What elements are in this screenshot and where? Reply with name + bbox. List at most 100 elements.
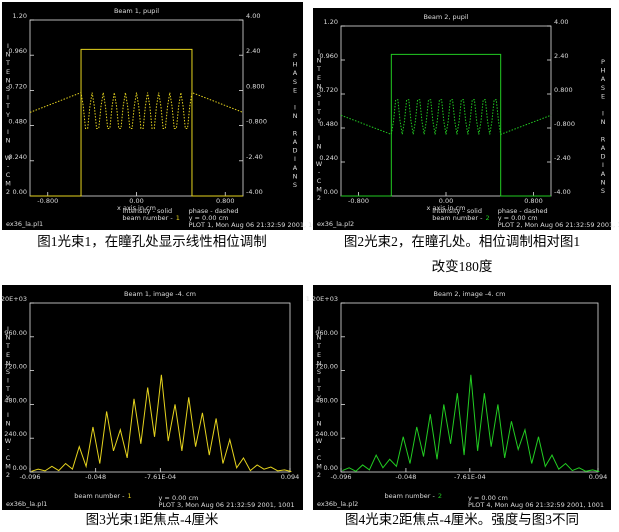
y-tick-label: 1.20 — [13, 12, 27, 20]
x-tick-label: -7.61E-04 — [454, 473, 486, 481]
y-tick-label: 0.480 — [319, 120, 338, 128]
caption: 改变180度 — [432, 259, 493, 274]
y2-tick-label: 2.40 — [554, 52, 568, 60]
panel-background — [313, 285, 611, 510]
panel-background — [2, 285, 303, 510]
x-tick-label: -0.800 — [348, 197, 369, 205]
y-axis-label: INTENSITY IN W-CM2 — [4, 42, 12, 197]
plot-stamp: PLOT 1, Mon Aug 06 21:32:59 2001, 1001 — [189, 221, 325, 229]
y-tick-label: 0.720 — [8, 82, 27, 90]
x-axis-label: x axis in cm — [117, 204, 156, 212]
panel-background — [2, 2, 303, 230]
x-tick-label: -0.096 — [20, 473, 41, 481]
x-tick-label: 0.00 — [439, 197, 453, 205]
beam-number-value: 1 — [128, 492, 132, 500]
y2-tick-label: 2.40 — [246, 47, 260, 55]
y-position: y = 0.00 cm — [498, 214, 538, 222]
y-position: y = 0.00 cm — [189, 214, 229, 222]
beam-number-label: beam number - — [122, 214, 173, 222]
x-tick-label: -0.096 — [331, 473, 352, 481]
x-tick-label: 0.00 — [129, 197, 143, 205]
y-tick-label: 0.240 — [8, 153, 27, 161]
x-tick-label: -0.048 — [395, 473, 416, 481]
y-tick-label: 1.20E+03 — [0, 295, 27, 303]
legend-dashed: phase - dashed — [498, 207, 548, 215]
y-tick-label: 720.00 — [315, 363, 338, 371]
x-tick-label: 0.800 — [216, 197, 235, 205]
data-line — [340, 99, 552, 136]
chart-title: Beam 2, pupil — [423, 13, 468, 21]
caption: 图1光束1，在瞳孔处显示线性相位调制 — [37, 233, 267, 249]
y2-tick-label: -0.800 — [246, 118, 267, 126]
y-tick-label: 480.00 — [315, 396, 338, 404]
beam-number: beam number -1 — [74, 492, 131, 500]
chart-panel: Beam 1, pupil 0.00 0.240 0.480 0.720 0.960 1.2… — [2, 2, 325, 230]
beam-number-label: beam number - — [74, 492, 125, 500]
y2-tick-label: 4.00 — [554, 18, 568, 26]
y-tick-label: 0.720 — [319, 86, 338, 94]
data-line — [31, 374, 292, 473]
y-tick-label: 0.480 — [8, 118, 27, 126]
data-line — [29, 91, 244, 129]
chart-title: Beam 2, image -4. cm — [434, 290, 506, 298]
plot-stamp: PLOT 2, Mon Aug 06 21:32:59 2001, 1001 — [498, 221, 619, 229]
chart-panel: Beam 2, image -4. cm 0.00 240.00 480.00 720.… — [306, 285, 611, 510]
y-tick-label: 0.00 — [13, 188, 27, 196]
file-name: ex36b_la.pl2 — [317, 500, 358, 508]
y-tick-label: 240.00 — [4, 430, 27, 438]
data-line — [341, 53, 551, 197]
y2-axis-label: PHASE IN RADIANS — [291, 52, 299, 190]
caption: 图2光束2，在瞳孔处。相位调制相对图1 — [344, 233, 580, 249]
x-tick-label: 0.094 — [281, 473, 300, 481]
y-tick-label: 240.00 — [315, 430, 338, 438]
y2-tick-label: -2.40 — [554, 154, 571, 162]
plot-stamp: PLOT 4, Mon Aug 06 21:32:59 2001, 1001 — [468, 501, 604, 509]
beam-number: beam number -1 — [122, 214, 179, 222]
legend-dashed: phase - dashed — [189, 207, 239, 215]
data-line — [30, 48, 243, 197]
y2-tick-label: 4.00 — [246, 12, 260, 20]
y-tick-label: 1.20E+03 — [306, 295, 338, 303]
x-tick-label: 0.094 — [589, 473, 608, 481]
chart-title: Beam 1, pupil — [114, 7, 159, 15]
y2-tick-label: 0.800 — [554, 86, 573, 94]
chart-panel: Beam 1, image -4. cm 0.00 240.00 480.00 720.… — [0, 285, 303, 510]
y-tick-label: 0.960 — [8, 47, 27, 55]
file-name: ex36_la.pl1 — [6, 220, 43, 228]
y2-axis-label: PHASE IN RADIANS — [599, 58, 607, 196]
y-tick-label: 720.00 — [4, 363, 27, 371]
chart-title: Beam 1, image -4. cm — [124, 290, 196, 298]
beam-number-value: 2 — [485, 214, 489, 222]
y-tick-label: 1.20 — [324, 18, 338, 26]
y-tick-label: 0.00 — [324, 464, 338, 472]
y2-tick-label: -2.40 — [246, 153, 263, 161]
beam-number-label: beam number - — [385, 492, 436, 500]
x-tick-label: -0.800 — [37, 197, 58, 205]
legend-solid: intensity - solid — [432, 207, 482, 215]
beam-number: beam number -2 — [432, 214, 489, 222]
x-tick-label: -7.61E-04 — [145, 473, 177, 481]
chart-panel: Beam 2, pupil 0.00 0.240 0.480 0.720 0.960 1.2… — [313, 8, 619, 230]
file-name: ex36b_la.pl1 — [6, 500, 47, 508]
panel-background — [313, 8, 611, 230]
y-axis-label: INTENSITY IN W-CM2 — [4, 325, 12, 480]
data-line — [342, 374, 600, 473]
x-tick-label: 0.800 — [524, 197, 543, 205]
y-position: y = 0.00 cm — [159, 494, 199, 502]
y2-tick-label: -4.00 — [246, 188, 263, 196]
y-tick-label: 0.00 — [13, 464, 27, 472]
beam-number-value: 2 — [438, 492, 442, 500]
caption: 图4光束2距焦点-4厘米。强度与图3不同 — [345, 512, 579, 527]
plot-stamp: PLOT 3, Mon Aug 06 21:32:59 2001, 1001 — [159, 501, 295, 509]
y-axis-label: INTENSITY IN W-CM2 — [315, 48, 323, 203]
y2-tick-label: -4.00 — [554, 188, 571, 196]
y-axis-label: INTENSITY IN W-CM2 — [315, 325, 323, 480]
beam-number-label: beam number - — [432, 214, 483, 222]
beam-number-value: 1 — [176, 214, 180, 222]
y-tick-label: 0.00 — [324, 188, 338, 196]
y-position: y = 0.00 cm — [468, 494, 508, 502]
file-name: ex36_la.pl2 — [317, 220, 354, 228]
beam-number: beam number -2 — [385, 492, 442, 500]
caption: 图3光束1距焦点-4厘米 — [86, 512, 219, 527]
